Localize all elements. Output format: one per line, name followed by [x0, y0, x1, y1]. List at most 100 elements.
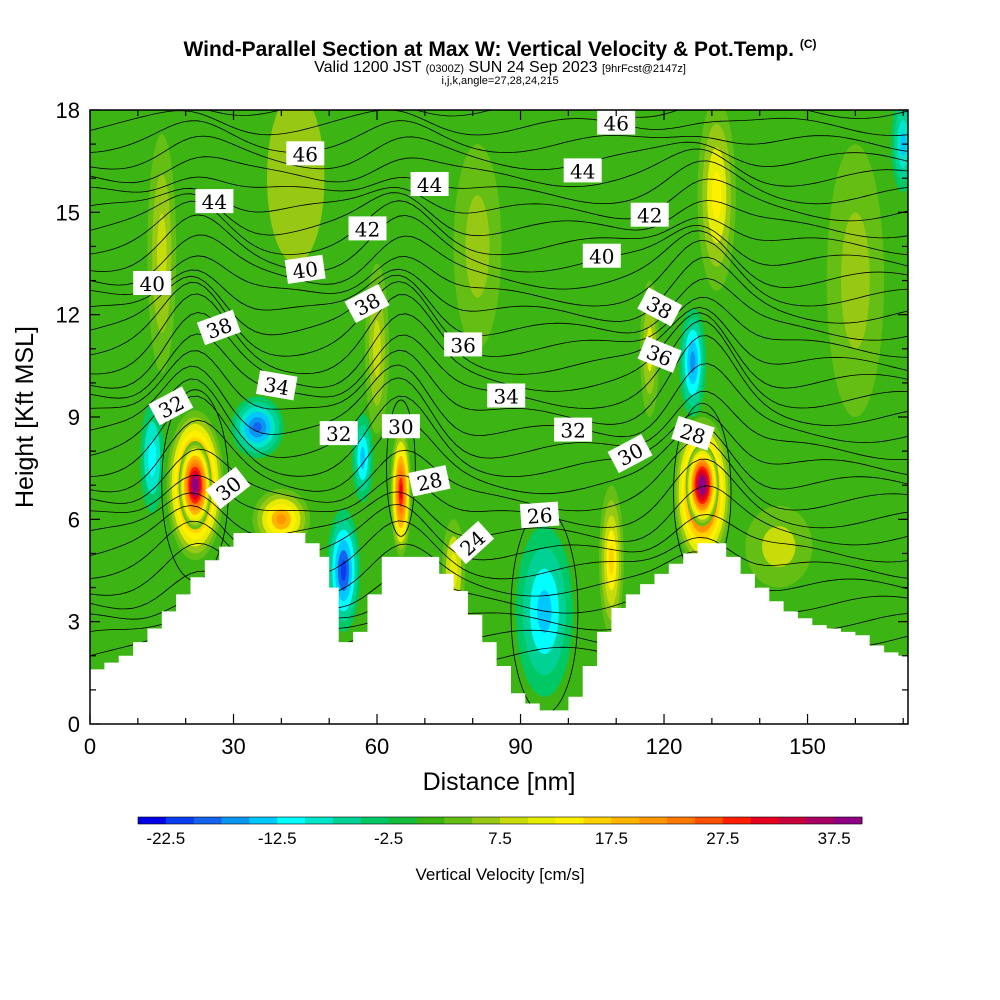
contour-label-text: 42 [637, 204, 662, 228]
contour-label-box [554, 417, 593, 442]
contour-label-3: 44 [410, 172, 449, 197]
contour-label-box [449, 520, 495, 565]
contour-label-text: 34 [262, 372, 291, 400]
contour-label-box [444, 332, 483, 357]
vertical-velocity-field [140, 110, 908, 697]
grid-params: i,j,k,angle=27,28,24,215 [441, 75, 559, 87]
contour-label-18: 32 [319, 421, 358, 446]
copyright-mark: (C) [799, 37, 817, 51]
contour-label-text: 44 [570, 159, 595, 183]
colorbar: -22.5 -12.5 -2.5 7.5 17.5 27.5 37.5 [137, 816, 863, 848]
contour-label-box [286, 141, 325, 166]
contour-label-box [148, 386, 194, 426]
terrain-mask [90, 533, 908, 724]
contour-label-text: 36 [450, 333, 475, 357]
colorbar-swatch [639, 817, 668, 824]
velocity-cell-6-ring-5 [253, 422, 262, 433]
x-tick-label: 150 [789, 734, 826, 759]
theta-contour-line [205, 110, 908, 119]
x-tick-label: 0 [84, 734, 96, 759]
y-axis-label: Height [Kft MSL] [11, 326, 39, 508]
theta-contour-line [90, 520, 908, 580]
velocity-cell-13-ring-3 [711, 171, 722, 220]
velocity-cell-4-ring-8 [399, 484, 403, 500]
contour-label-text: 32 [326, 422, 351, 446]
velocity-cell-20-ring-1 [465, 195, 490, 298]
contour-label-text: 34 [493, 385, 518, 409]
contour-label-box [582, 243, 621, 268]
colorbar-swatch [750, 817, 779, 824]
contour-label-23: 28 [408, 465, 451, 497]
colorbar-swatch [444, 817, 473, 824]
contour-label-box [630, 202, 669, 227]
theta-contour-line [90, 81, 908, 101]
velocity-cell-10-ring-4 [690, 351, 696, 374]
theta-contour-line [90, 110, 908, 137]
contour-label-box [205, 466, 251, 509]
contour-label-text: 32 [560, 419, 585, 443]
contour-label-box [381, 414, 420, 439]
colorbar-swatch [249, 817, 278, 824]
contour-label-box [255, 370, 298, 401]
contour-label-box [319, 421, 358, 446]
forecast-info: [9hrFcst@2147z] [601, 63, 686, 75]
contour-label-box [671, 415, 715, 451]
contour-label-box [410, 172, 449, 196]
colorbar-swatch [138, 817, 167, 824]
colorbar-swatch [193, 817, 222, 824]
colorbar-swatch [778, 817, 807, 824]
contour-label-text: 44 [202, 190, 227, 214]
contour-label-20: 30 [381, 414, 420, 439]
contour-label-text: 40 [139, 272, 164, 296]
contour-label-box [195, 189, 234, 214]
contour-label-5: 42 [348, 216, 387, 241]
colorbar-swatch [722, 817, 752, 824]
colorbar-swatch [472, 817, 501, 824]
velocity-cell-1-ring-11 [193, 481, 197, 489]
chart-title-text: Wind-Parallel Section at Max W: Vertical… [183, 38, 794, 61]
colorbar-swatch [555, 817, 584, 824]
velocity-cell-5-ring-5 [276, 514, 287, 525]
colorbar-swatch [694, 817, 724, 824]
contour-label-25: 26 [519, 501, 560, 529]
contour-label-box [607, 434, 653, 474]
theta-contour-line [90, 230, 908, 290]
y-tick-label: 6 [68, 507, 80, 532]
theta-contour-line [90, 363, 908, 444]
colorbar-tick-label: -12.5 [258, 829, 297, 848]
x-axis: 0 30 60 90 120 150 [84, 110, 904, 759]
colorbar-swatch [165, 817, 195, 824]
colorbar-swatch [527, 817, 557, 824]
colorbar-tick-label: -2.5 [374, 829, 403, 848]
colorbar-swatch [806, 817, 835, 824]
contour-label-text: 30 [388, 415, 413, 439]
contour-label-0: 46 [286, 141, 325, 166]
theta-contour-line [90, 135, 908, 171]
theta-contour-line [90, 256, 908, 324]
theta-contour-line [90, 274, 908, 341]
theta-contour-line [90, 148, 908, 188]
theta-contour-line [90, 377, 908, 460]
y-tick-label: 12 [56, 303, 80, 328]
colorbar-swatch [332, 817, 362, 824]
contour-label-text: 42 [355, 217, 380, 241]
contour-label-box [284, 254, 326, 284]
contour-label-19: 32 [554, 417, 593, 443]
velocity-cell-18-ring-2 [373, 320, 381, 378]
x-axis-label: Distance [nm] [423, 768, 576, 796]
colorbar-swatch [221, 817, 250, 824]
valid-utc: (0300Z) [425, 63, 465, 75]
contour-label-box [637, 287, 683, 327]
theta-contour-line [90, 50, 908, 67]
contour-label-4: 44 [563, 158, 602, 183]
theta-contour-line [90, 160, 908, 205]
colorbar-tick-label: 17.5 [595, 829, 628, 848]
contour-label-text: 40 [291, 257, 320, 284]
x-tick-label: 60 [365, 734, 389, 759]
colorbar-label: Vertical Velocity [cm/s] [415, 865, 584, 884]
colorbar-swatch [360, 817, 390, 824]
contour-label-text: 28 [415, 467, 445, 496]
contour-label-text: 44 [417, 173, 442, 197]
contour-label-box [348, 216, 387, 241]
